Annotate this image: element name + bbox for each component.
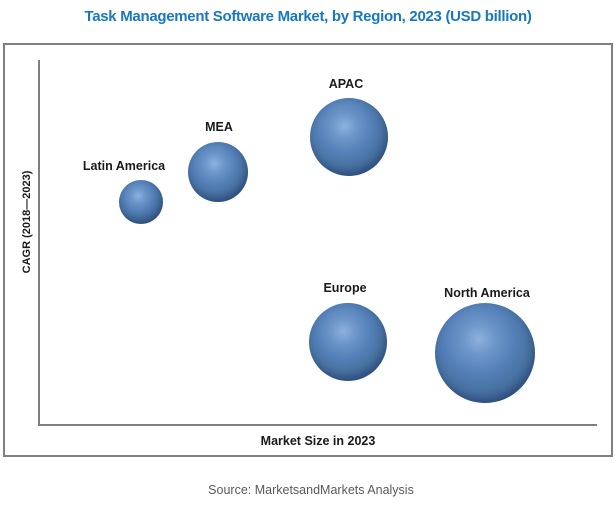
y-axis-line	[38, 60, 40, 426]
x-axis-line	[38, 424, 597, 426]
chart-title: Task Management Software Market, by Regi…	[84, 8, 532, 25]
chart-frame	[3, 43, 613, 457]
x-axis-label: Market Size in 2023	[260, 434, 376, 448]
y-axis-label: CAGR (2018—2023)	[21, 170, 33, 274]
source-note: Source: MarketsandMarkets Analysis	[208, 483, 414, 497]
